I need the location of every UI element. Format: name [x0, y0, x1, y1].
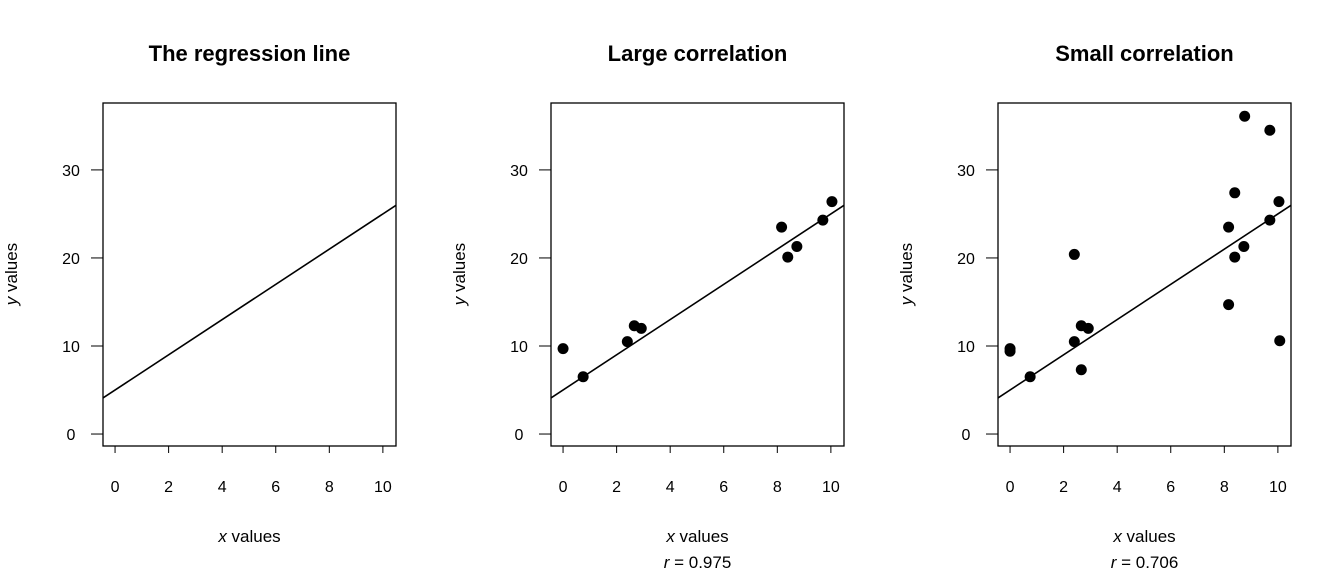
- y-tick-label: 0: [962, 427, 971, 444]
- correlation-label: r = 0.975: [664, 553, 732, 572]
- x-tick-label: 2: [612, 479, 621, 496]
- panel-title: Small correlation: [1055, 41, 1234, 66]
- y-axis-label: y values: [897, 243, 916, 306]
- x-tick-label: 0: [1006, 479, 1015, 496]
- regression-line: [102, 204, 397, 399]
- data-point: [1004, 345, 1016, 357]
- data-point: [1223, 221, 1235, 233]
- y-axis-label: y values: [2, 243, 21, 306]
- y-tick-label: 10: [62, 339, 80, 356]
- data-point: [817, 214, 829, 226]
- data-point: [1082, 322, 1094, 334]
- data-point: [1264, 124, 1276, 136]
- data-point: [577, 371, 589, 383]
- data-point: [791, 241, 803, 253]
- y-tick-label: 20: [510, 251, 528, 268]
- panel-1: The regression line 0 2 4 6 8 10 0 10 20 30 x value…: [2, 41, 397, 546]
- data-point: [1238, 241, 1250, 253]
- x-tick-label: 0: [559, 479, 568, 496]
- y-tick-label: 10: [957, 339, 975, 356]
- y-tick-label: 30: [62, 163, 80, 180]
- panel-3: Small correlation 0 2 4 6 8 10 0 10 20 30 x values y…: [897, 41, 1292, 572]
- x-tick-label: 10: [1269, 479, 1287, 496]
- x-tick-label: 4: [666, 479, 675, 496]
- plot-box: [550, 102, 845, 447]
- data-point: [1273, 196, 1285, 208]
- y-tick-label: 20: [957, 251, 975, 268]
- data-point: [1274, 335, 1286, 347]
- data-point: [1068, 248, 1080, 260]
- y-tick-label: 0: [67, 427, 76, 444]
- data-point: [776, 221, 788, 233]
- x-tick-label: 2: [1059, 479, 1068, 496]
- x-tick-label: 8: [773, 479, 782, 496]
- panel-title: Large correlation: [608, 41, 788, 66]
- x-axis-label: x values: [217, 527, 280, 546]
- data-point: [557, 343, 569, 355]
- data-point: [826, 196, 838, 208]
- x-axis-label: x values: [1112, 527, 1175, 546]
- x-tick-label: 4: [1113, 479, 1122, 496]
- regression-line: [997, 204, 1292, 399]
- data-point: [635, 322, 647, 334]
- data-point: [782, 251, 794, 263]
- data-point: [1229, 187, 1241, 199]
- data-point: [621, 336, 633, 348]
- data-point: [1264, 214, 1276, 226]
- correlation-label: r = 0.706: [1111, 553, 1179, 572]
- x-tick-label: 10: [822, 479, 840, 496]
- data-point: [1223, 299, 1235, 311]
- y-tick-label: 20: [62, 251, 80, 268]
- x-tick-label: 2: [164, 479, 173, 496]
- x-tick-label: 8: [1220, 479, 1229, 496]
- y-tick-label: 0: [515, 427, 524, 444]
- x-tick-label: 6: [271, 479, 280, 496]
- x-tick-label: 0: [111, 479, 120, 496]
- y-tick-label: 10: [510, 339, 528, 356]
- x-tick-label: 6: [719, 479, 728, 496]
- panel-title: The regression line: [149, 41, 351, 66]
- x-tick-label: 4: [218, 479, 227, 496]
- data-point: [1024, 371, 1036, 383]
- plot-box: [102, 102, 397, 447]
- y-tick-label: 30: [957, 163, 975, 180]
- data-point: [1068, 336, 1080, 348]
- regression-line: [550, 204, 845, 399]
- x-tick-label: 10: [374, 479, 392, 496]
- data-point: [1075, 364, 1087, 376]
- data-point: [1229, 251, 1241, 263]
- x-tick-label: 6: [1166, 479, 1175, 496]
- x-axis-label: x values: [665, 527, 728, 546]
- y-axis-label: y values: [450, 243, 469, 306]
- y-tick-label: 30: [510, 163, 528, 180]
- panel-2: Large correlation 0 2 4 6 8 10 0 10 20 30 x values y…: [450, 41, 845, 572]
- plot-box: [997, 102, 1292, 447]
- data-point: [1239, 110, 1251, 122]
- x-tick-label: 8: [325, 479, 334, 496]
